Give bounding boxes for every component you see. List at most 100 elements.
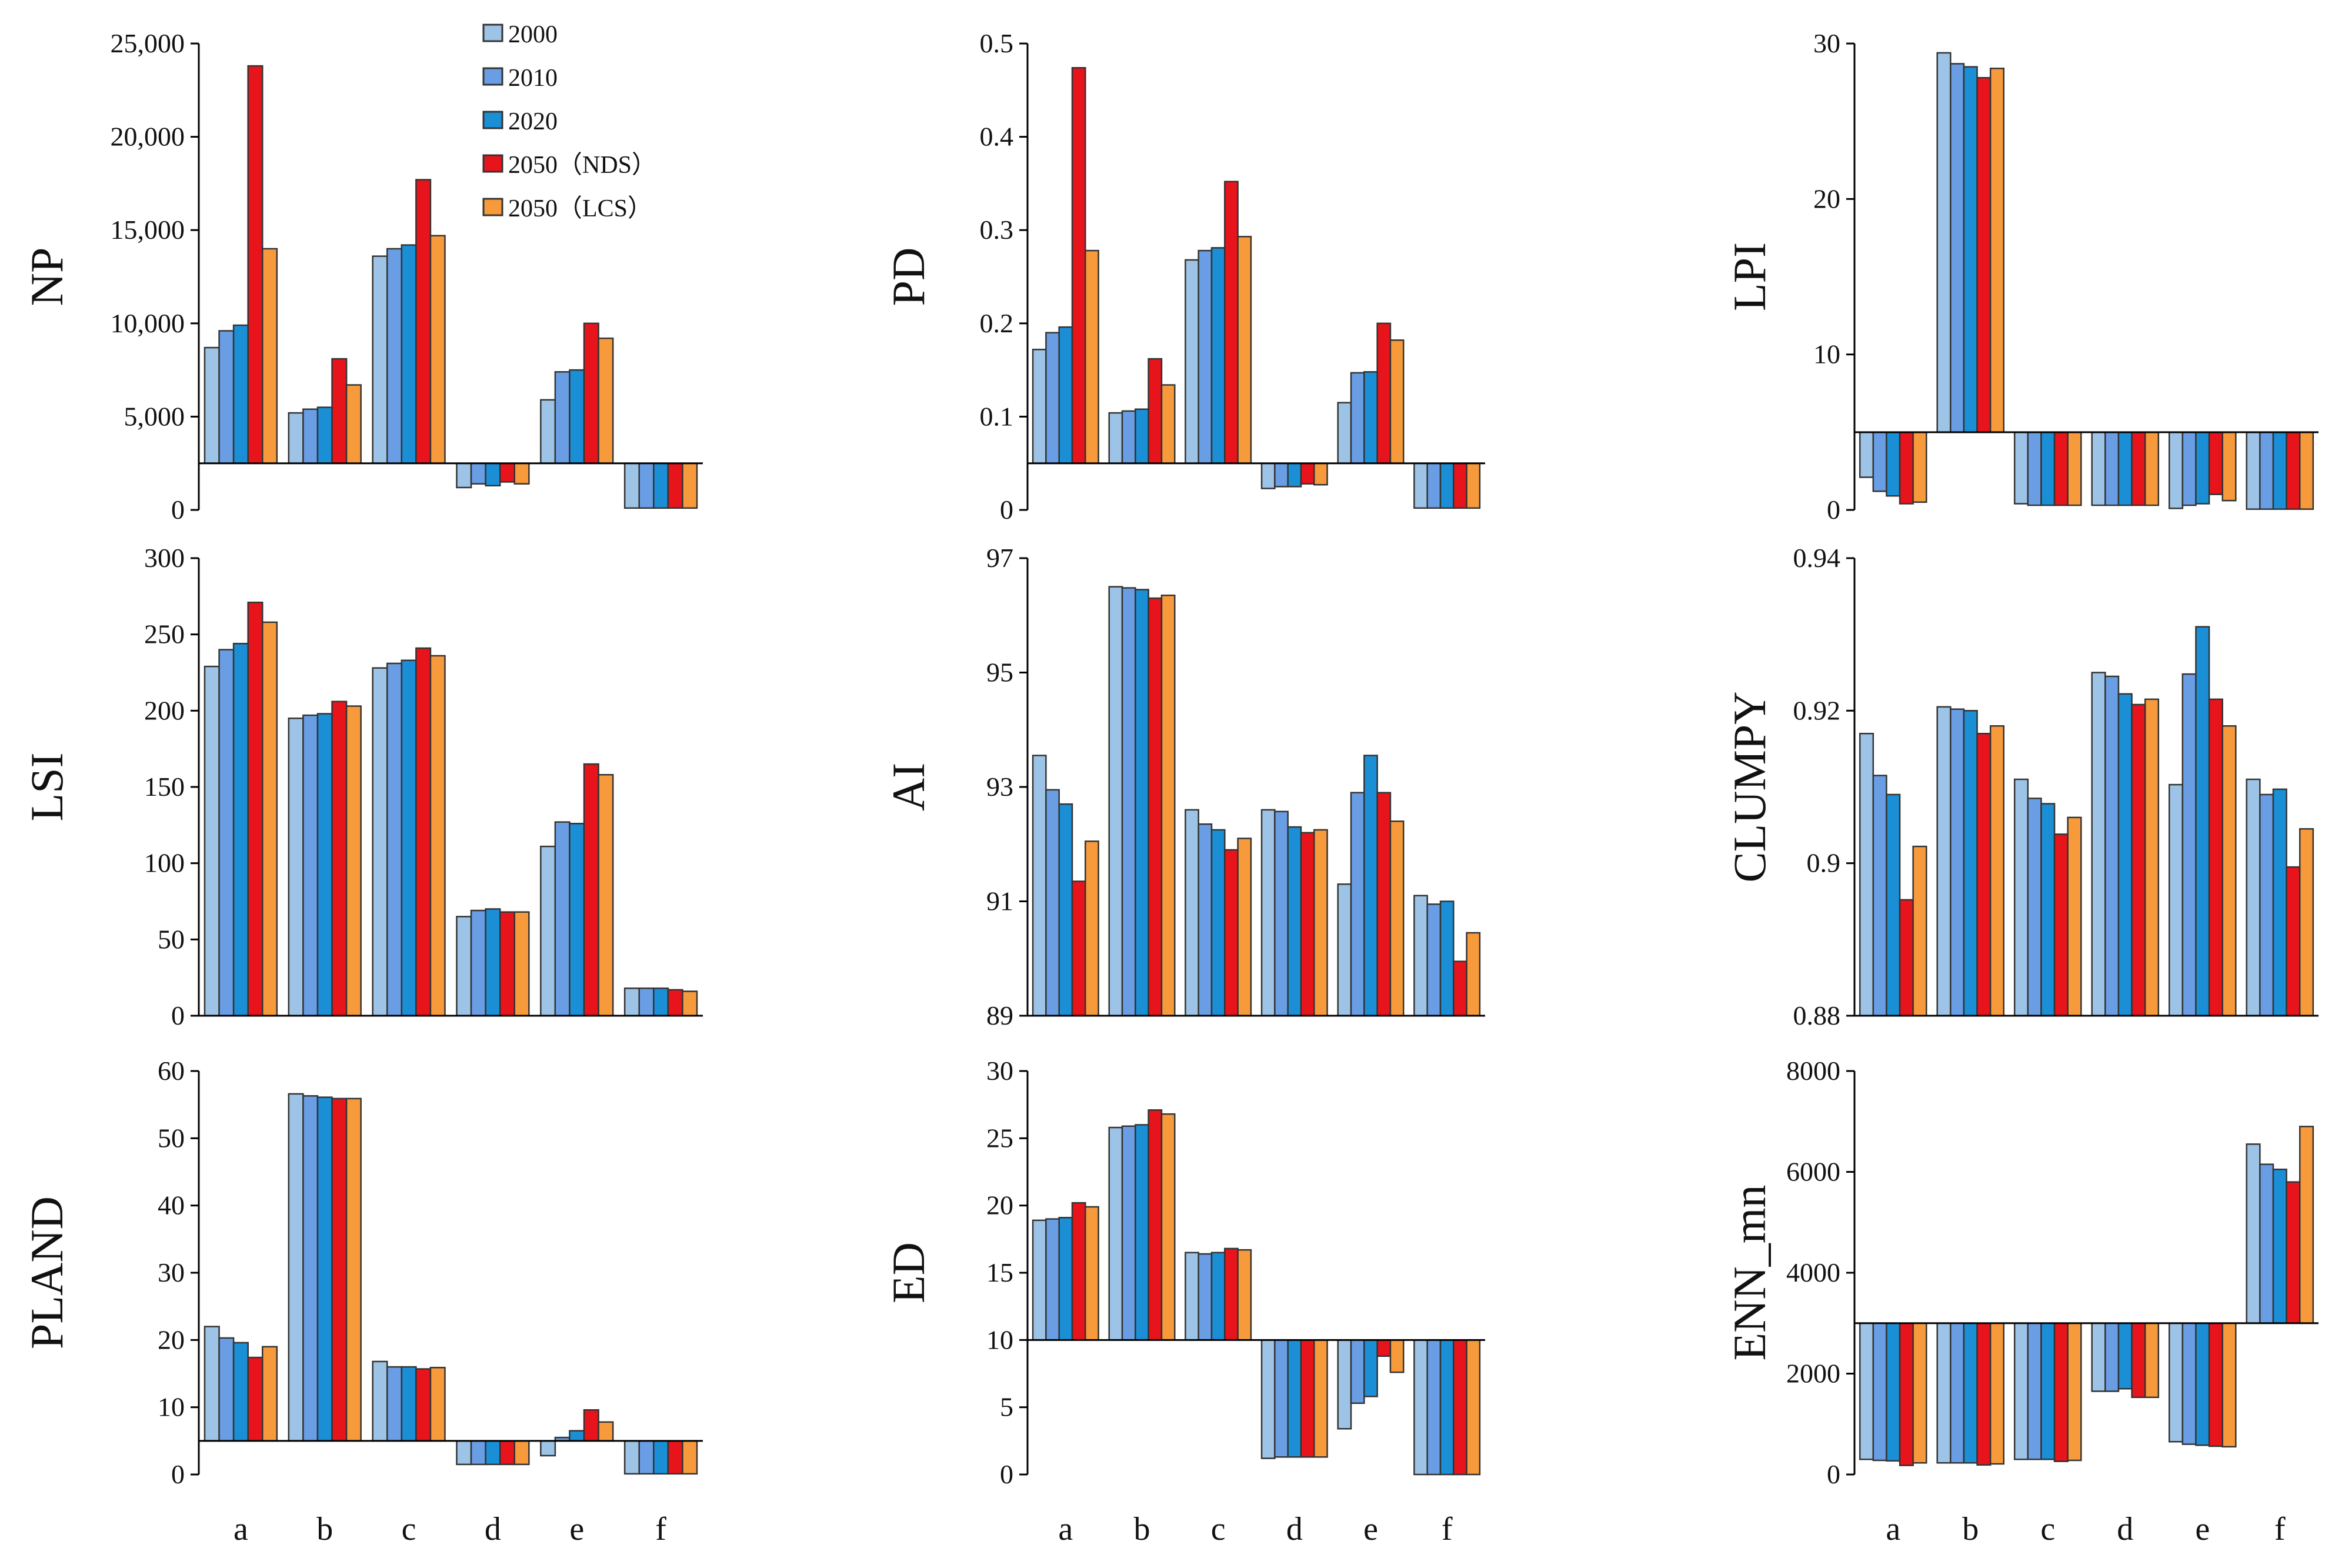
bar-f-4 <box>2299 828 2314 1017</box>
bar-b-4 <box>1160 594 1176 1017</box>
bar-b-1 <box>1950 63 1965 433</box>
bar-a-2 <box>232 642 249 1017</box>
x-category-label: c <box>2040 1511 2055 1547</box>
bar-f-3 <box>1453 1339 1467 1476</box>
bar-e-0 <box>1337 402 1352 464</box>
bar-b-0 <box>1108 1126 1123 1341</box>
bar-a-0 <box>204 346 220 464</box>
legend-swatch-1 <box>482 67 503 86</box>
bar-e-3 <box>1376 1339 1392 1357</box>
bar-b-3 <box>331 1097 348 1442</box>
bar-f-4 <box>2299 1126 2314 1324</box>
bar-b-0 <box>288 1093 304 1442</box>
bar-d-1 <box>2104 675 2120 1017</box>
y-tick-label: 0 <box>171 1000 185 1030</box>
bar-e-0 <box>540 399 556 464</box>
bar-f-1 <box>1426 1339 1442 1476</box>
bar-d-4 <box>2144 1322 2160 1399</box>
bar-f-1 <box>638 462 655 509</box>
bar-d-1 <box>470 1440 486 1466</box>
panel-lsi: LSI 0 50 100 150 200 250 300 <box>21 543 703 1030</box>
y-axis-label: NP <box>21 248 72 306</box>
bar-c-2 <box>2040 1322 2056 1460</box>
y-tick-label: 0.5 <box>980 28 1014 58</box>
bar-a-1 <box>1872 1322 1887 1462</box>
bar-a-2 <box>1886 431 1901 497</box>
bar-a-4 <box>1085 249 1099 464</box>
y-axis-label: LPI <box>1724 242 1775 311</box>
bar-e-2 <box>2195 1322 2210 1446</box>
bar-a-1 <box>1045 332 1060 464</box>
bar-f-0 <box>2246 778 2261 1017</box>
bar-a-3 <box>1899 431 1914 505</box>
bar-d-0 <box>2091 1322 2106 1392</box>
bar-b-2 <box>1135 1124 1149 1341</box>
bar-d-2 <box>2117 431 2133 506</box>
bar-e-0 <box>2168 783 2184 1017</box>
bar-c-2 <box>2040 803 2056 1017</box>
bar-d-3 <box>499 462 516 483</box>
bar-d-0 <box>1260 462 1276 489</box>
y-tick-label: 0.3 <box>980 215 1014 245</box>
bar-c-0 <box>1185 809 1199 1017</box>
bar-f-0 <box>1413 1339 1428 1476</box>
bar-f-1 <box>638 1440 655 1475</box>
bar-e-3 <box>2208 698 2223 1017</box>
bar-d-3 <box>2131 1322 2146 1399</box>
x-category-label: d <box>485 1511 501 1547</box>
bar-e-1 <box>2181 431 2197 506</box>
bar-b-2 <box>1963 1322 1978 1464</box>
bar-d-1 <box>2104 1322 2120 1392</box>
bar-a-4 <box>262 621 278 1017</box>
bar-e-3 <box>1376 792 1392 1017</box>
bar-f-0 <box>2246 1143 2261 1325</box>
x-category-label: f <box>1442 1511 1453 1547</box>
bar-e-1 <box>2181 1322 2197 1445</box>
bar-a-3 <box>247 65 263 464</box>
bar-c-4 <box>429 655 446 1017</box>
bar-f-3 <box>1453 960 1467 1017</box>
legend-label: 2050（NDS） <box>508 152 656 179</box>
bar-c-0 <box>372 255 388 464</box>
legend-swatch-2 <box>482 111 503 129</box>
bar-a-3 <box>1071 66 1086 464</box>
bar-d-2 <box>485 462 501 487</box>
legend: 2000 2010 2020 2050（NDS） 2050（LCS） <box>482 21 656 222</box>
bar-f-2 <box>1439 462 1455 509</box>
x-category-label: d <box>1286 1511 1303 1547</box>
bar-b-2 <box>316 713 333 1017</box>
bar-e-2 <box>569 1430 585 1442</box>
bar-d-4 <box>1313 1339 1328 1458</box>
bar-c-0 <box>1185 1252 1199 1341</box>
bar-b-0 <box>1108 586 1123 1017</box>
bar-a-0 <box>1859 1322 1874 1460</box>
bar-b-1 <box>1950 1322 1965 1464</box>
bar-f-4 <box>1466 462 1481 509</box>
y-tick-label: 0.88 <box>1793 1000 1841 1030</box>
bar-d-4 <box>513 911 530 1017</box>
bar-c-4 <box>2067 1322 2082 1462</box>
bar-c-3 <box>415 179 432 464</box>
bar-b-1 <box>302 408 319 464</box>
bar-c-4 <box>1237 838 1252 1017</box>
y-tick-label: 20 <box>1813 184 1840 213</box>
y-tick-label: 5 <box>1000 1392 1013 1422</box>
bar-a-2 <box>1886 1322 1901 1462</box>
bar-e-4 <box>1389 820 1405 1017</box>
bar-f-4 <box>1466 1339 1481 1476</box>
bar-d-3 <box>2131 703 2146 1017</box>
bar-b-3 <box>1976 1322 1992 1466</box>
bar-c-1 <box>2027 798 2042 1017</box>
bar-a-4 <box>1085 840 1099 1017</box>
bar-d-1 <box>1274 462 1289 488</box>
bar-b-1 <box>1121 587 1136 1017</box>
panel-ai: AI 89 91 93 95 97 <box>883 543 1485 1030</box>
bar-a-0 <box>1032 348 1047 464</box>
bar-a-2 <box>232 1342 249 1442</box>
bar-b-4 <box>1160 384 1176 464</box>
bar-f-3 <box>1453 462 1467 509</box>
bar-f-2 <box>1439 900 1455 1017</box>
x-category-label: c <box>1211 1511 1226 1547</box>
bar-d-1 <box>470 909 486 1017</box>
bar-f-1 <box>1426 903 1442 1017</box>
